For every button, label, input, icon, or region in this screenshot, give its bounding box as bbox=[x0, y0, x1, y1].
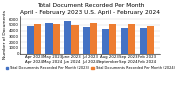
Bar bbox=[109, 24, 116, 54]
Bar bbox=[64, 21, 71, 54]
Legend: Total Documents Recorded Per Month (2023), Total Documents Recorded Per Month (2: Total Documents Recorded Per Month (2023… bbox=[4, 65, 176, 72]
Bar bbox=[45, 23, 53, 54]
Bar bbox=[27, 26, 34, 54]
Bar bbox=[140, 28, 147, 54]
Bar bbox=[34, 24, 41, 54]
Bar bbox=[71, 25, 78, 54]
Bar bbox=[147, 26, 154, 54]
Bar bbox=[128, 24, 135, 54]
Title: Total Document Recorded Per Month
April - February 2023 U.S. April - February 20: Total Document Recorded Per Month April … bbox=[20, 3, 160, 15]
Y-axis label: Number of Documents: Number of Documents bbox=[3, 11, 8, 59]
Bar bbox=[102, 29, 109, 54]
Bar bbox=[83, 27, 90, 54]
Bar bbox=[121, 28, 128, 54]
Bar bbox=[53, 24, 60, 54]
Bar bbox=[90, 23, 97, 54]
